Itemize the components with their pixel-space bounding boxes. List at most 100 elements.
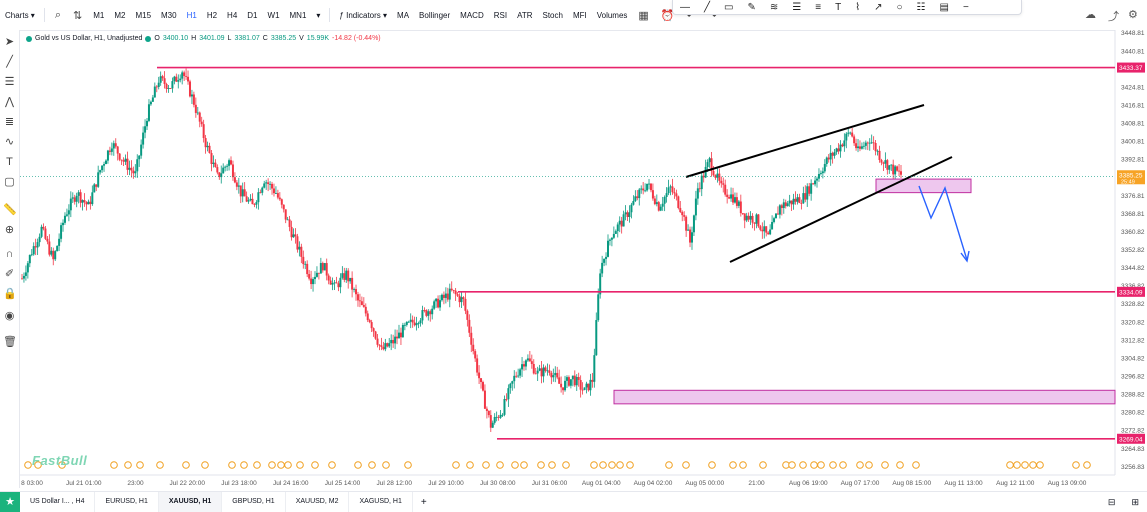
settings-icon[interactable]: ⚙ (1128, 9, 1138, 21)
charts-menu[interactable]: Charts ▾ (5, 10, 35, 20)
rectangle-icon[interactable]: ▭ (724, 1, 734, 13)
event-marker-icon (368, 461, 376, 469)
candle-body (673, 192, 676, 194)
candle-body (62, 222, 65, 226)
text-icon[interactable]: T (835, 1, 842, 13)
timeframe-w1[interactable]: W1 (267, 10, 280, 20)
layout-icon[interactable]: ▦ (638, 9, 649, 22)
search-icon[interactable]: ⌕ (54, 8, 61, 21)
indicator-stoch[interactable]: Stoch (542, 10, 563, 20)
price-chart[interactable]: 3448.813440.813432.823424.813416.813408.… (0, 0, 1147, 491)
indicator-ma[interactable]: MA (397, 10, 410, 20)
timeframe-m2[interactable]: M2 (114, 10, 126, 20)
timeframe-h2[interactable]: H2 (206, 10, 218, 20)
channel-icon[interactable]: ≋ (769, 1, 779, 13)
timeframe-m1[interactable]: M1 (93, 10, 105, 20)
arrow-icon[interactable]: ↗ (874, 1, 883, 13)
timeframe-mn1[interactable]: MN1 (289, 10, 307, 20)
candle-body (114, 143, 117, 147)
event-marker-icon (1013, 461, 1021, 469)
horizontal-line-icon[interactable]: — (680, 1, 690, 13)
candle-body (773, 218, 776, 222)
timeframe-dropdown[interactable]: ▾ (316, 10, 321, 20)
candle-body (808, 186, 811, 194)
candle-body (452, 290, 455, 291)
indicator-atr[interactable]: ATR (517, 10, 533, 20)
event-marker-icon (182, 461, 190, 469)
layout-toggle-icon[interactable]: ⊟ (1107, 496, 1116, 507)
timeframe-m15[interactable]: M15 (135, 10, 152, 20)
indicator-bollinger[interactable]: Bollinger (419, 10, 451, 20)
indicator-macd[interactable]: MACD (460, 10, 484, 20)
fib-tool-icon[interactable]: ≣ (4, 116, 15, 128)
level-price-tag (1117, 433, 1145, 444)
x-tick-label: Jul 29 10:00 (428, 480, 464, 487)
event-marker-icon (817, 461, 825, 469)
compare-icon[interactable]: ⇅ (72, 9, 83, 22)
alert-icon[interactable]: ⏰ (660, 9, 675, 22)
trendline-tool-icon[interactable]: ╱ (6, 56, 13, 68)
favorite-icon[interactable]: ★ (0, 492, 20, 512)
candle-body (161, 76, 164, 79)
candle-body (607, 240, 609, 257)
line-icon[interactable]: − (962, 1, 969, 13)
text-tool-icon[interactable]: T (6, 156, 13, 168)
timeframe-d1[interactable]: D1 (247, 10, 258, 20)
cursor-icon[interactable]: ➤ (4, 36, 15, 48)
candle-body (810, 183, 813, 194)
ruler-icon[interactable]: 📏 (3, 204, 17, 216)
indicator-rsi[interactable]: RSI (493, 10, 508, 20)
timeframe-h4[interactable]: H4 (227, 10, 238, 20)
candle-body (243, 189, 246, 197)
redo-icon[interactable]: ↷ (707, 9, 717, 22)
trendline-icon[interactable]: ╱ (704, 1, 711, 13)
lock-drawing-icon[interactable]: ✐ (4, 268, 15, 280)
gann-icon[interactable]: ▤ (939, 1, 949, 13)
cloud-icon[interactable]: ☁ (1085, 9, 1096, 21)
lock-icon[interactable]: 🔒 (3, 288, 17, 300)
candle-body (202, 124, 205, 139)
pitchfork-icon[interactable]: ⋀ (4, 96, 15, 108)
circle-icon[interactable]: ○ (896, 1, 903, 13)
indicator-volumes[interactable]: Volumes (596, 10, 628, 20)
timeframe-h1[interactable]: H1 (186, 10, 197, 20)
candle-body (384, 343, 387, 350)
candle-body (724, 184, 727, 195)
candle-body (46, 238, 49, 242)
zoom-icon[interactable]: ⊕ (4, 224, 15, 236)
fib-icon[interactable]: ☰ (792, 1, 802, 13)
candle-body (280, 199, 283, 205)
symbol-tab[interactable]: GBPUSD, H1 (222, 492, 286, 512)
symbol-tab[interactable]: XAGUSD, H1 (349, 492, 413, 512)
y-tick-label: 3288.82 (1121, 392, 1145, 399)
undo-icon[interactable]: ↶ (686, 9, 696, 22)
timeframe-m30[interactable]: M30 (161, 10, 177, 20)
candle-body (42, 226, 45, 229)
settings-toggle-icon[interactable]: ⊞ (1131, 496, 1139, 507)
share-icon[interactable]: ⤴ (1108, 11, 1119, 23)
shapes-icon[interactable]: ▢ (4, 176, 15, 188)
symbol-tab[interactable]: US Dollar I... , H4 (20, 492, 96, 512)
candle-body (499, 414, 502, 418)
brush-icon[interactable]: ✎ (747, 1, 756, 13)
wave-icon[interactable]: ∿ (4, 136, 15, 148)
indicators-button[interactable]: ƒ Indicators ▾ (339, 10, 388, 20)
add-tab-button[interactable]: + (420, 496, 427, 508)
symbol-tab[interactable]: EURUSD, H1 (95, 492, 159, 512)
event-marker-icon (799, 461, 807, 469)
symbol-tab[interactable]: XAUUSD, H1 (158, 492, 223, 512)
event-marker-icon (548, 461, 556, 469)
eye-icon[interactable]: ◉ (4, 310, 15, 322)
event-marker-icon (124, 461, 132, 469)
trash-icon[interactable]: 🗑 (3, 336, 17, 348)
candle-body (267, 182, 270, 185)
symbol-tab[interactable]: XAUUSD, M2 (286, 492, 350, 512)
candle-body (706, 162, 709, 167)
horizontal-lines-icon[interactable]: ☰ (4, 76, 15, 88)
path-icon[interactable]: ⌇ (855, 1, 861, 13)
indicator-mfi[interactable]: MFI (572, 10, 587, 20)
candle-body (425, 310, 428, 316)
magnet-icon[interactable]: ∩ (5, 248, 14, 260)
pattern-icon[interactable]: ☷ (916, 1, 926, 13)
fib-extension-icon[interactable]: ≡ (815, 1, 822, 13)
